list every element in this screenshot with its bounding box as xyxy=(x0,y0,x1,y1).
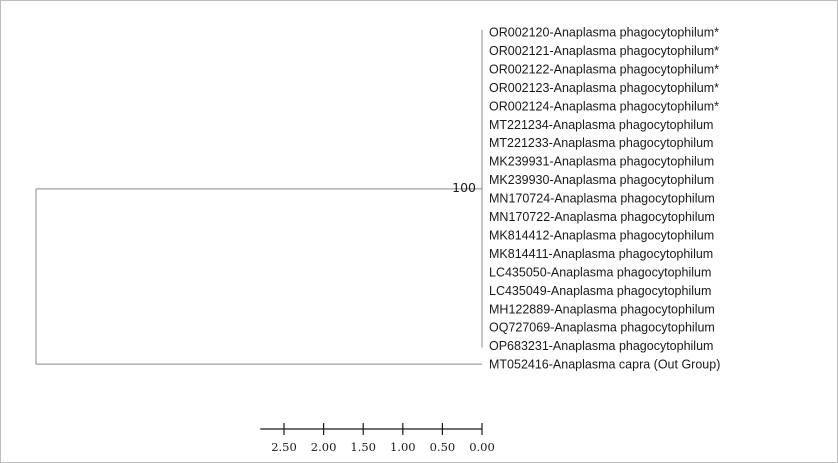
taxon-label: MT221234-Anaplasma phagocytophilum xyxy=(489,118,713,132)
taxon-label: MK814411-Anaplasma phagocytophilum xyxy=(489,247,713,261)
axis-tick-label: 2.50 xyxy=(271,440,297,454)
taxon-label: OR002121-Anaplasma phagocytophilum* xyxy=(489,44,719,58)
outgroup-label: MT052416-Anaplasma capra (Out Group) xyxy=(489,358,720,372)
taxon-label: MK239930-Anaplasma phagocytophilum xyxy=(489,173,714,187)
axis-tick-label: 0.50 xyxy=(430,440,456,454)
bootstrap-value: 100 xyxy=(452,180,476,195)
axis-tick-label: 1.00 xyxy=(390,440,416,454)
taxon-label: MT221233-Anaplasma phagocytophilum xyxy=(489,136,713,150)
tree-branches xyxy=(35,30,483,365)
scale-axis: 2.50 2.00 1.50 1.00 0.50 0.00 xyxy=(260,423,495,454)
taxon-label: OR002120-Anaplasma phagocytophilum* xyxy=(489,26,719,40)
taxon-label: LC435049-Anaplasma phagocytophilum xyxy=(489,284,711,298)
taxon-label: OP683231-Anaplasma phagocytophilum xyxy=(489,339,713,353)
axis-tick-label: 2.00 xyxy=(311,440,337,454)
taxon-label: MH122889-Anaplasma phagocytophilum xyxy=(489,302,715,316)
axis-tick-label: 0.00 xyxy=(469,440,495,454)
axis-tick-label: 1.50 xyxy=(350,440,376,454)
taxon-labels: OR002120-Anaplasma phagocytophilum* OR002… xyxy=(489,26,720,372)
taxon-label: LC435050-Anaplasma phagocytophilum xyxy=(489,265,711,279)
taxon-label: MN170722-Anaplasma phagocytophilum xyxy=(489,210,715,224)
taxon-label: OR002122-Anaplasma phagocytophilum* xyxy=(489,62,719,76)
taxon-label: MN170724-Anaplasma phagocytophilum xyxy=(489,192,715,206)
taxon-label: MK814412-Anaplasma phagocytophilum xyxy=(489,228,714,242)
taxon-label: OR002123-Anaplasma phagocytophilum* xyxy=(489,81,719,95)
taxon-label: OQ727069-Anaplasma phagocytophilum xyxy=(489,321,715,335)
taxon-label: MK239931-Anaplasma phagocytophilum xyxy=(489,155,714,169)
taxon-label: OR002124-Anaplasma phagocytophilum* xyxy=(489,99,719,113)
